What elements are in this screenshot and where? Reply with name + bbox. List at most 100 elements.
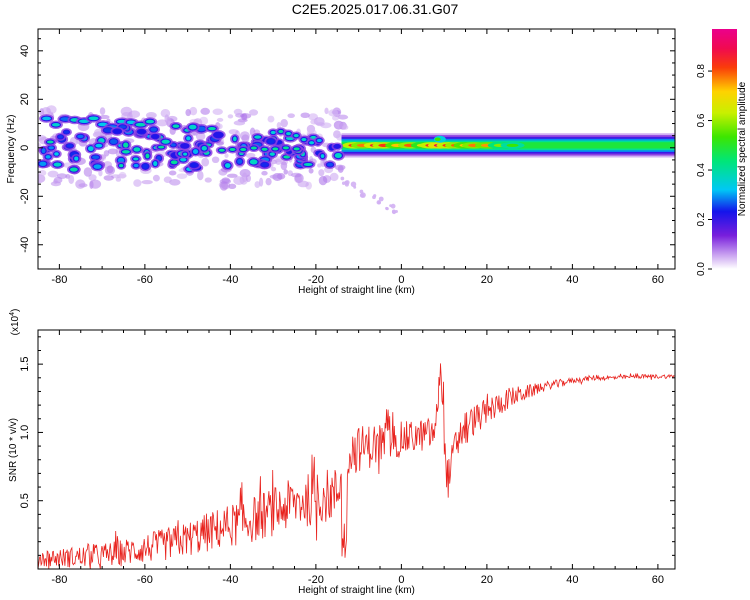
heatmap-cell xyxy=(89,179,102,189)
heatmap-blob xyxy=(41,148,46,154)
heatmap-cell xyxy=(267,115,275,123)
heatmap-cell xyxy=(318,169,325,177)
heatmap-blob xyxy=(123,142,129,148)
heatmap-blob xyxy=(261,162,269,167)
heatmap-blob xyxy=(54,152,59,156)
heatmap-blob xyxy=(42,116,52,121)
heatmap-blob xyxy=(334,153,342,159)
y-scale-exponent: 4 xyxy=(9,312,16,316)
heatmap-blob xyxy=(224,163,231,168)
heatmap-cell xyxy=(219,178,232,185)
heatmap-cell xyxy=(75,179,86,189)
heatmap-blob xyxy=(113,129,121,134)
heatmap-cell xyxy=(385,206,389,210)
heatmap-cell xyxy=(280,161,288,171)
x-tick-label: -60 xyxy=(137,574,153,586)
heatmap-blob xyxy=(110,139,118,145)
heatmap-blob xyxy=(270,130,276,135)
heatmap-blob xyxy=(119,125,126,129)
heatmap-cell xyxy=(360,192,366,198)
y-scale-base: (x10 xyxy=(10,315,21,335)
heatmap-cell xyxy=(68,174,75,184)
heatmap-blob xyxy=(208,126,216,131)
y-tick-label: -20 xyxy=(19,188,31,204)
heatmap-cell xyxy=(261,170,268,176)
heatmap-cell xyxy=(340,176,345,181)
heatmap-cell xyxy=(245,174,252,183)
heatmap-blob xyxy=(282,146,289,150)
heatmap-blob xyxy=(293,134,299,138)
colorbar-tick-label: 0.6 xyxy=(696,113,707,127)
heatmap-cell xyxy=(195,132,206,141)
heatmap-cell xyxy=(280,118,288,128)
heatmap-cell xyxy=(212,108,223,115)
heatmap-cell xyxy=(297,180,309,188)
y-tick-label: 40 xyxy=(19,45,31,57)
heatmap-cell xyxy=(224,153,229,158)
heatmap-blob xyxy=(133,163,139,168)
heatmap-cell xyxy=(228,183,237,190)
heatmap-cell xyxy=(160,108,171,118)
heatmap-blob xyxy=(316,138,322,143)
heatmap-cell xyxy=(165,116,171,127)
heatmap-cell xyxy=(197,170,204,181)
heatmap-cell xyxy=(315,122,325,127)
heatmap-blob xyxy=(93,164,102,169)
heatmap-cell xyxy=(254,181,261,189)
heatmap-blob xyxy=(434,137,441,142)
y-tick-label: 0 xyxy=(19,145,31,151)
plot-frame-top xyxy=(37,28,676,270)
heatmap-blob xyxy=(233,136,237,142)
heatmap-blob xyxy=(103,128,113,133)
x-tick-label: 0 xyxy=(398,274,404,286)
y-tick-label: 1.0 xyxy=(19,425,31,440)
y-tick-label: 0.5 xyxy=(19,493,31,508)
heatmap-cell xyxy=(228,129,239,135)
heatmap-blob xyxy=(170,160,178,165)
heatmap-blob xyxy=(293,147,300,151)
heatmap-cell xyxy=(337,114,349,120)
heatmap-blob xyxy=(69,167,78,172)
heatmap-cell xyxy=(376,200,381,205)
heatmap-area xyxy=(38,105,675,215)
heatmap-blob xyxy=(240,148,247,152)
heatmap-cell xyxy=(294,173,304,184)
heatmap-cell xyxy=(372,195,376,200)
heatmap-cell xyxy=(163,176,172,184)
heatmap-blob xyxy=(74,156,79,161)
heatmap-blob xyxy=(150,127,158,132)
heatmap-blob xyxy=(192,149,199,155)
colorbar-tick-label: 0.4 xyxy=(696,163,707,177)
heatmap-blob xyxy=(133,147,141,152)
x-tick-label: -80 xyxy=(51,274,67,286)
heatmap-cell xyxy=(204,177,212,183)
heatmap-blob xyxy=(181,144,189,148)
heatmap-blob xyxy=(161,139,170,144)
heatmap-blob xyxy=(320,154,325,159)
heatmap-cell xyxy=(47,170,59,178)
heatmap-cell xyxy=(265,177,272,186)
x-tick-label: -80 xyxy=(51,574,67,586)
heatmap-cell xyxy=(241,134,250,143)
heatmap-cell xyxy=(99,107,106,115)
heatmap-blob xyxy=(201,146,207,151)
heatmap-blob xyxy=(158,145,165,149)
heatmap-cell xyxy=(88,174,97,181)
x-tick-label: 20 xyxy=(481,274,493,286)
heatmap-cell xyxy=(275,158,282,165)
heatmap-cell xyxy=(344,180,350,185)
heatmap-blob xyxy=(145,119,155,124)
heatmap-blob xyxy=(121,150,130,154)
y-tick-label: -40 xyxy=(19,237,31,253)
heatmap-cell xyxy=(83,167,93,177)
heatmap-blob xyxy=(189,124,197,130)
heatmap-cell xyxy=(211,156,220,164)
heatmap-cell xyxy=(133,179,142,187)
x-tick-label: -40 xyxy=(222,574,238,586)
heatmap-blob xyxy=(53,162,62,167)
heatmap-cell xyxy=(118,171,127,179)
heatmap-blob xyxy=(214,132,223,138)
x-tick-label: -20 xyxy=(308,274,324,286)
heatmap-cell xyxy=(115,177,122,182)
heatmap-cell xyxy=(201,157,210,167)
